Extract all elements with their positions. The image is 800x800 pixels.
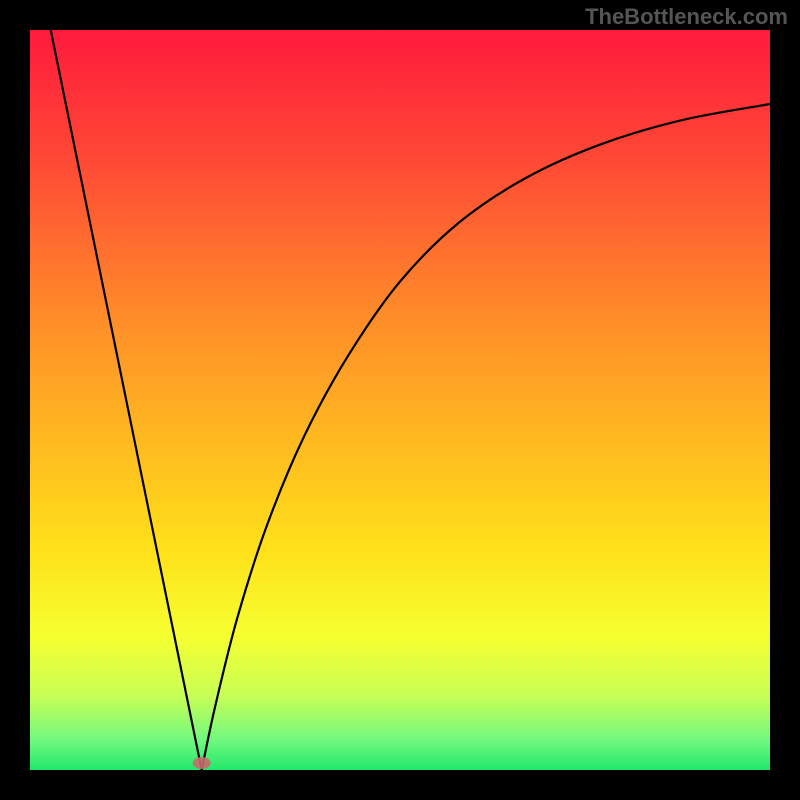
watermark-text: TheBottleneck.com [585,4,788,30]
minimum-marker [193,757,211,769]
plot-area [30,30,770,770]
gradient-background [30,30,770,770]
plot-svg [30,30,770,770]
